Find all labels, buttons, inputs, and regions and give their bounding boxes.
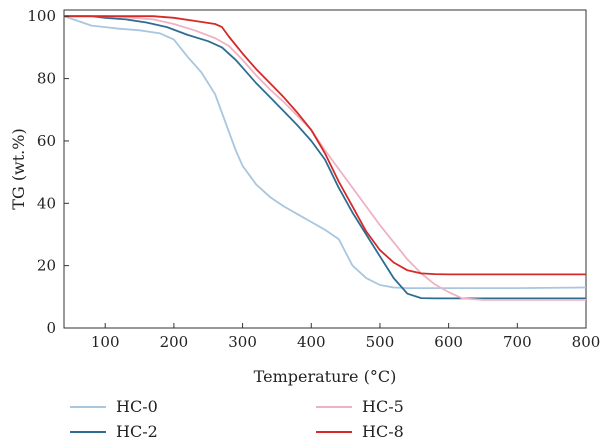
x-tick-label: 100 bbox=[91, 333, 120, 351]
legend-label-hc-5: HC-5 bbox=[362, 397, 404, 416]
plot-frame bbox=[63, 9, 587, 329]
y-tick-label: 40 bbox=[37, 194, 56, 212]
legend-label-hc-2: HC-2 bbox=[116, 422, 158, 441]
series-line-hc-5 bbox=[64, 15, 586, 301]
x-tick-label: 700 bbox=[503, 333, 532, 351]
y-axis-title: TG (wt.%) bbox=[9, 128, 28, 209]
series-line-hc-0 bbox=[63, 15, 587, 289]
y-tick-label: 60 bbox=[37, 132, 56, 150]
x-ticks: 100 200 300 400 500 600 700 800 bbox=[91, 323, 600, 351]
y-tick-label: 20 bbox=[37, 257, 56, 275]
x-tick-label: 200 bbox=[160, 333, 189, 351]
y-tick-label: 0 bbox=[46, 319, 56, 337]
y-ticks: 0 20 40 60 80 100 bbox=[27, 7, 69, 337]
x-tick-label: 300 bbox=[228, 333, 257, 351]
x-tick-label: 400 bbox=[297, 333, 326, 351]
legend-label-hc-0: HC-0 bbox=[116, 397, 158, 416]
x-tick-label: 600 bbox=[434, 333, 463, 351]
x-tick-label: 800 bbox=[572, 333, 600, 351]
y-tick-label: 80 bbox=[37, 70, 56, 88]
legend-label-hc-8: HC-8 bbox=[362, 422, 404, 441]
series-line-hc-2 bbox=[64, 15, 586, 300]
x-tick-label: 500 bbox=[366, 333, 395, 351]
y-tick-label: 100 bbox=[27, 7, 56, 25]
series-line-hc-8 bbox=[64, 15, 586, 276]
series-layer bbox=[63, 15, 587, 301]
x-axis-title: Temperature (°C) bbox=[254, 367, 397, 386]
legend: HC-0 HC-5 HC-2 HC-8 bbox=[70, 397, 404, 441]
